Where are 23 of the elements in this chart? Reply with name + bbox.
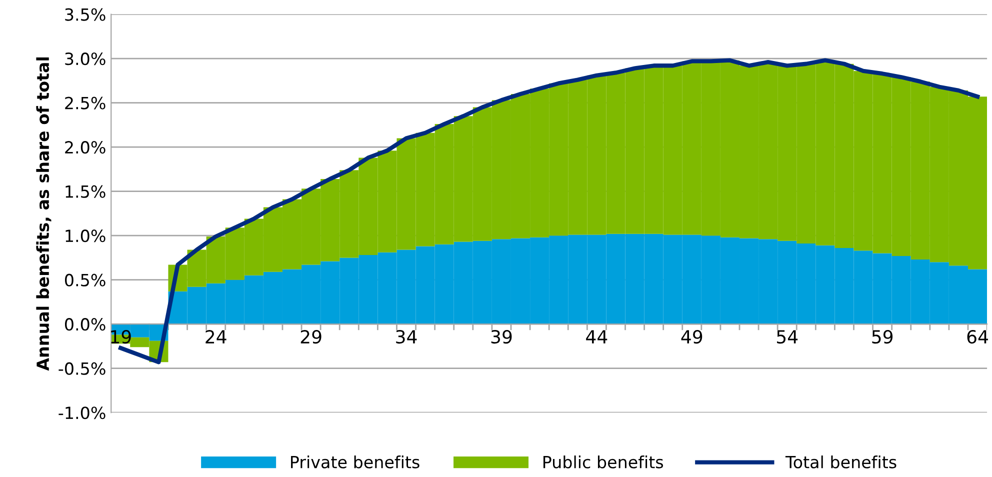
legend-label: Private benefits <box>291 455 420 468</box>
y-tick-label: -0.5% <box>58 362 106 375</box>
y-tick-label: 0.5% <box>65 274 106 286</box>
x-tick-label: 44 <box>586 330 608 344</box>
y-tick-label: 2.0% <box>65 141 106 154</box>
legend-label: Public benefits <box>543 455 664 468</box>
x-tick-label: 39 <box>491 330 512 344</box>
y-tick-label: 1.5% <box>66 185 106 198</box>
x-tick-label: 64 <box>967 330 988 344</box>
x-tick-label: 54 <box>777 330 798 344</box>
x-tick-label: 34 <box>396 330 417 344</box>
y-tick-label: 3.0% <box>65 52 106 66</box>
x-tick-label: 59 <box>872 330 893 344</box>
x-tick-label: 29 <box>300 330 322 344</box>
y-tick-label: -1.0% <box>58 406 106 420</box>
x-tick-label: 24 <box>206 330 226 344</box>
y-tick-label: 2.5% <box>65 96 106 110</box>
y-axis-title: Annual benefits, as share of total <box>36 57 52 371</box>
legend-label: Total benefits <box>785 455 896 468</box>
y-tick-label: 1.0% <box>66 230 106 242</box>
y-tick-label: 3.5% <box>65 8 106 21</box>
y-tick-label: 0.0% <box>65 318 106 331</box>
x-tick-label: 49 <box>681 330 702 344</box>
